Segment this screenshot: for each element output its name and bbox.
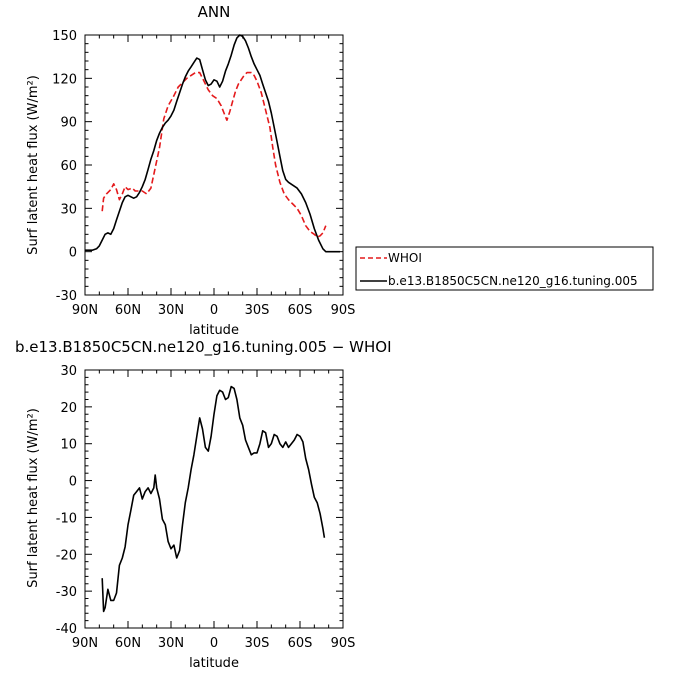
ytick-label: 20 xyxy=(60,401,77,416)
xtick-label: 90S xyxy=(331,303,356,318)
top-plot-xlabel: latitude xyxy=(189,323,239,338)
xtick-label: 30N xyxy=(158,303,184,318)
difference-line xyxy=(101,385,326,613)
xtick-label: 90S xyxy=(331,636,356,651)
ytick-label: 0 xyxy=(69,246,77,261)
ytick-label: 30 xyxy=(60,364,77,379)
ytick-label: -20 xyxy=(56,548,77,563)
ytick-label: -30 xyxy=(56,585,77,600)
xtick-label: 60S xyxy=(288,303,313,318)
ytick-label: 120 xyxy=(52,72,77,87)
xtick-label: 90N xyxy=(72,303,98,318)
series-line xyxy=(101,71,327,238)
xtick-label: 90N xyxy=(72,636,98,651)
ytick-label: 90 xyxy=(60,116,77,131)
ytick-label: -40 xyxy=(56,622,77,637)
top-plot-ylabel: Surf latent heat flux (W/m²) xyxy=(26,75,41,255)
ytick-label: -30 xyxy=(56,289,77,304)
xtick-label: 0 xyxy=(210,636,218,651)
bottom-plot: b.e13.B1850C5CN.ne120_g16.tuning.005 − W… xyxy=(15,338,392,671)
series-line xyxy=(85,34,341,253)
ytick-label: 60 xyxy=(60,159,77,174)
xtick-label: 60S xyxy=(288,636,313,651)
ytick-label: 0 xyxy=(69,475,77,490)
bottom-plot-xlabel: latitude xyxy=(189,656,239,671)
xtick-label: 60N xyxy=(115,636,141,651)
legend-box xyxy=(355,246,654,291)
legend-label-whoi: WHOI xyxy=(388,251,422,265)
ytick-label: 150 xyxy=(52,29,77,44)
xtick-label: 30N xyxy=(158,636,184,651)
ytick-label: 30 xyxy=(60,202,77,217)
bottom-plot-ylabel: Surf latent heat flux (W/m²) xyxy=(26,408,41,588)
legend-label-model: b.e13.B1850C5CN.ne120_g16.tuning.005 xyxy=(388,274,638,288)
bottom-plot-frame xyxy=(84,369,344,629)
ytick-label: 10 xyxy=(60,438,77,453)
ytick-label: -10 xyxy=(56,511,77,526)
top-plot-frame xyxy=(84,34,344,296)
legend: WHOI b.e13.B1850C5CN.ne120_g16.tuning.00… xyxy=(355,246,654,291)
xtick-label: 0 xyxy=(210,303,218,318)
xtick-label: 30S xyxy=(245,303,270,318)
top-plot-title: ANN xyxy=(198,3,231,21)
bottom-plot-title: b.e13.B1850C5CN.ne120_g16.tuning.005 − W… xyxy=(15,338,392,357)
xtick-label: 60N xyxy=(115,303,141,318)
xtick-label: 30S xyxy=(245,636,270,651)
